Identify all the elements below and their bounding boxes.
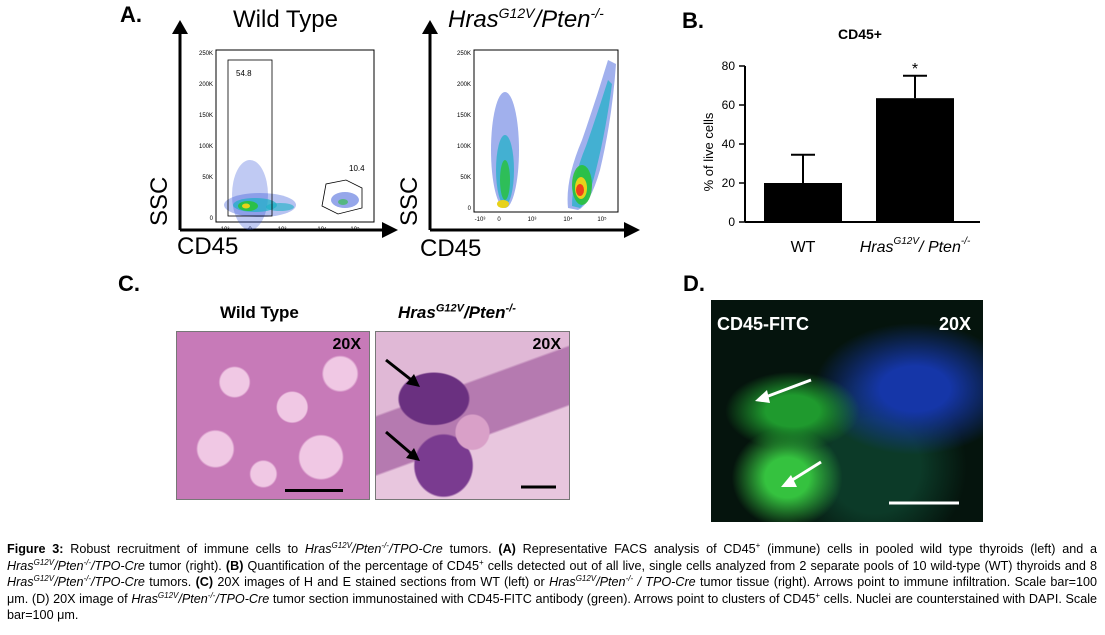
panel-c-label: C. [118,271,140,296]
svg-text:10³: 10³ [278,227,287,233]
svg-text:150K: 150K [199,113,213,119]
category-label-hras: HrasG12V/ Pten-/- [860,236,971,256]
svg-text:10⁵: 10⁵ [597,216,607,223]
cd45-arrows [755,378,959,505]
y-tick-label: 40 [722,137,736,151]
flow-plot-wild-type: 250K 200K 150K 100K 50K 0 -10³ 0 10³ 10⁴… [172,20,398,238]
gate-value-left: 54.8 [236,69,252,78]
y-tick-label: 60 [722,98,736,112]
svg-text:0: 0 [468,206,472,212]
svg-text:100K: 100K [199,144,213,150]
svg-text:-10³: -10³ [475,217,486,223]
stain-label: CD45-FITC [717,314,810,334]
panel-a-left-xlabel: CD45 [177,233,239,260]
gate-value-right: 10.4 [349,164,365,173]
bar-0 [764,183,842,222]
panel-a-label: A. [120,2,142,27]
mag-label-d: 20X [938,314,971,334]
panel-c-left-title: Wild Type [220,303,299,322]
panel-a-right-title: HrasG12V/Pten-/- [448,5,604,33]
scale-bar-left [285,489,343,492]
svg-text:50K: 50K [202,175,213,181]
histology-hras-pten: 20X [375,331,570,500]
svg-text:-10³: -10³ [219,227,230,233]
svg-text:10⁴: 10⁴ [563,216,573,223]
panel-c-right-title: HrasG12V/Pten-/- [398,302,516,322]
mag-label-left: 20X [332,336,361,353]
svg-text:0: 0 [248,227,252,233]
panel-a-right-xlabel: CD45 [420,235,482,262]
mag-label-right: 20X [532,336,561,353]
y-tick-label: 80 [722,59,736,73]
svg-text:250K: 250K [199,51,213,57]
panel-a-right-ylabel: SSC [396,176,423,226]
chart-ylabel: % of live cells [701,112,716,191]
svg-text:10⁴: 10⁴ [317,226,327,233]
bar-1 [876,98,954,222]
figure-caption: Figure 3: Robust recruitment of immune c… [7,540,1098,623]
panel-a-left-ylabel: SSC [146,176,173,226]
svg-text:200K: 200K [199,82,213,88]
svg-text:50K: 50K [460,175,471,181]
svg-text:0: 0 [210,216,214,222]
panel-b-label: B. [682,8,704,33]
panel-a-left-title: Wild Type [233,6,338,33]
svg-text:150K: 150K [457,113,471,119]
flow-plot-hras-pten: 250K 200K 150K 100K 50K 0 -10³ 0 10³ 10⁴… [422,20,640,238]
y-tick-label: 20 [722,176,736,190]
immunofluorescence-image: CD45-FITC 20X [711,300,983,522]
infiltration-arrows [385,358,556,489]
y-tick-label: 0 [728,215,735,229]
panel-d-label: D. [683,271,705,296]
chart-title: CD45+ [838,26,882,42]
histology-wild-type: 20X [176,331,370,500]
svg-text:10³: 10³ [528,217,537,223]
svg-text:100K: 100K [457,144,471,150]
svg-text:0: 0 [497,217,501,223]
category-label-wt: WT [791,239,816,256]
svg-text:10⁵: 10⁵ [350,226,360,233]
svg-text:250K: 250K [457,51,471,57]
significance-star: * [912,61,918,78]
bar-chart-cd45: CD45+ % of live cells 0 20 40 60 80 * WT Hra… [701,26,980,256]
svg-text:200K: 200K [457,82,471,88]
